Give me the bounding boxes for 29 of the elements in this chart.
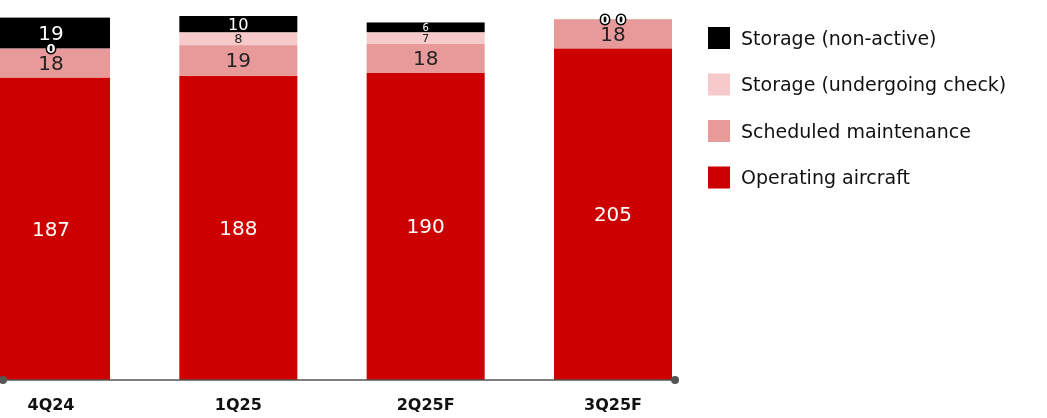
data-label: 10 [228, 14, 249, 34]
data-label: 188 [219, 215, 258, 240]
data-label: 7 [422, 30, 430, 45]
x-tick-label: 4Q24 [27, 395, 75, 414]
legend-label: Operating aircraft [741, 166, 911, 189]
x-tick-label: 3Q25F [584, 395, 642, 414]
bar [179, 75, 298, 380]
bar [179, 45, 298, 76]
bar [366, 22, 485, 33]
x-tick-label: 2Q25F [396, 395, 455, 414]
data-label: 6 [422, 21, 429, 33]
data-label: 8 [234, 31, 243, 47]
legend-label: Scheduled maintenance [741, 119, 971, 142]
bar [366, 72, 485, 380]
data-label: 205 [593, 202, 633, 227]
data-label: 19 [225, 48, 252, 73]
x-tick-label: 1Q25 [214, 395, 262, 414]
legend-label: Storage (non-active) [741, 26, 937, 49]
data-label: 187 [31, 216, 71, 241]
data-label: 190 [406, 214, 445, 239]
bar [179, 16, 298, 33]
data-label: 18 [412, 46, 439, 71]
bar [366, 43, 485, 73]
data-label: 0 [616, 11, 626, 27]
bar [179, 32, 298, 46]
legend-label: Storage (undergoing check) [741, 73, 1007, 96]
bar [366, 32, 485, 44]
data-label: 19 [38, 20, 64, 45]
bar [553, 48, 672, 380]
